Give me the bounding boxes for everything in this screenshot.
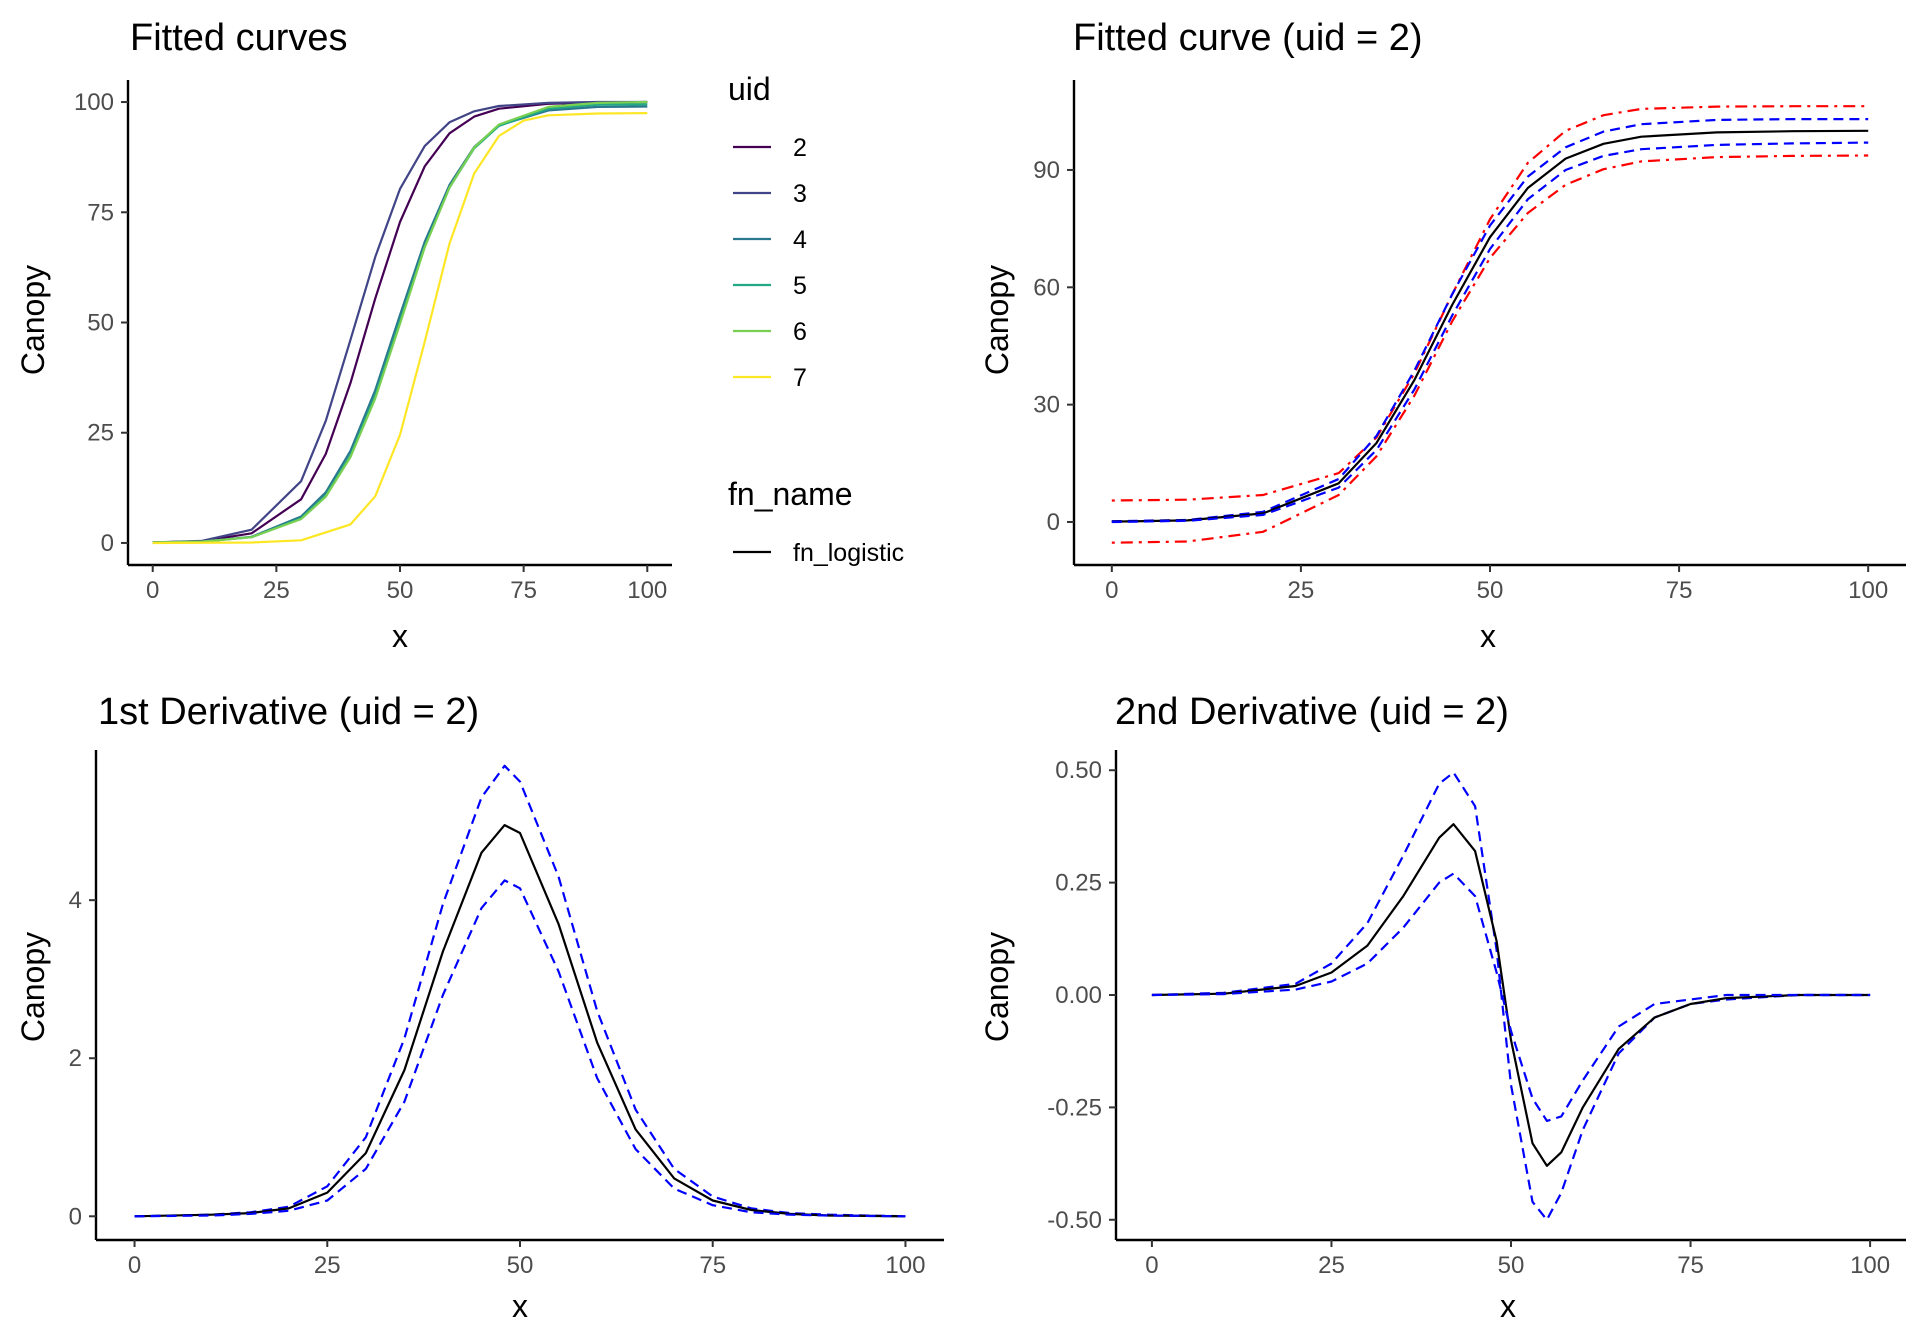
plot-area: 0 25 50 75 100 0 25 50 75 100 [74,80,672,604]
legend-label: 6 [793,318,807,346]
legend-key-uid-2: 2 [733,134,807,162]
series-line [152,100,648,544]
legend-label: 3 [793,180,807,208]
x-tick-label: 75 [1677,1252,1704,1279]
x-axis-label: x [512,1288,528,1324]
panel-second-derivative: 2nd Derivative (uid = 2) x Canopy 0 25 50 7… [979,691,1906,1324]
x-tick-label: 75 [1666,577,1693,604]
legend-key-uid-5: 5 [733,272,807,300]
legend-key-uid-4: 4 [733,226,807,254]
panel-title: 2nd Derivative (uid = 2) [1115,691,1509,733]
x-tick-label: 50 [507,1252,534,1279]
panel-title: Fitted curve (uid = 2) [1073,17,1423,59]
legend-label: 5 [793,272,807,300]
x-tick-label: 25 [314,1252,341,1279]
x-tick-label: 100 [627,577,667,604]
legend-label: fn_logistic [793,539,904,567]
y-tick-label: 100 [74,89,114,116]
x-tick-label: 0 [128,1252,141,1279]
series-line [152,112,648,545]
y-tick-label: 0 [101,530,114,557]
x-tick-label: 0 [146,577,159,604]
y-tick-label: 90 [1033,157,1060,184]
x-tick-label: 25 [1288,577,1315,604]
panel-title: Fitted curves [130,17,348,59]
y-axis-label: Canopy [15,932,51,1042]
legend-title-uid: uid [728,71,771,107]
y-tick-label: 2 [69,1045,82,1072]
y-tick-label: 30 [1033,392,1060,419]
y-axis-label: Canopy [15,265,51,375]
x-tick-label: 75 [510,577,537,604]
y-tick-label: 75 [87,199,114,226]
y-tick-label: 4 [69,887,82,914]
legend-label: 4 [793,226,807,254]
y-tick-label: 0 [1047,509,1060,536]
x-tick-label: 50 [1477,577,1504,604]
y-tick-label: 0.00 [1055,982,1102,1009]
panel-fitted-curves: Fitted curves x Canopy 0 25 50 75 1000255075… [15,17,904,654]
series-line [152,100,648,544]
y-tick-label: 60 [1033,274,1060,301]
legend: uid 2 3 4 5 6 7 [728,71,904,567]
y-axis-label: Canopy [979,265,1015,375]
x-tick-label: 100 [885,1252,925,1279]
x-tick-label: 0 [1105,577,1118,604]
y-axis-label: Canopy [979,932,1015,1042]
x-tick-label: 25 [1318,1252,1345,1279]
legend-key-uid-3: 3 [733,180,807,208]
x-tick-label: 0 [1145,1252,1158,1279]
x-tick-label: 50 [387,577,414,604]
series-line [1151,872,1871,1122]
legend-key-uid-6: 6 [733,318,807,346]
y-tick-label: -0.25 [1047,1094,1102,1121]
legend-label: 7 [793,364,807,392]
legend-title-fn-name: fn_name [728,476,853,512]
plot-area: 0 25 50 75 100 0 30 60 90 [1033,80,1906,604]
x-tick-label: 100 [1848,577,1888,604]
y-tick-label: -0.50 [1047,1207,1102,1234]
series-line [152,100,648,544]
series-line [1111,154,1869,544]
plot-area: 0 25 50 75 100 0 2 4 [69,750,944,1279]
series-line [1111,118,1869,523]
panel-fitted-curve-uid-2: Fitted curve (uid = 2) x Canopy 0 25 50 75 1… [979,17,1906,654]
x-tick-label: 75 [699,1252,726,1279]
x-tick-label: 100 [1850,1252,1890,1279]
legend-key-uid-7: 7 [733,364,807,392]
x-tick-label: 25 [263,577,290,604]
series-line [1111,141,1869,524]
series-line [134,879,906,1218]
y-tick-label: 0.25 [1055,870,1102,897]
x-axis-label: x [392,618,408,654]
series-line [1151,823,1871,1167]
legend-key-fn-logistic: fn_logistic [733,539,904,567]
y-tick-label: 50 [87,310,114,337]
x-tick-label: 50 [1498,1252,1525,1279]
series-line [134,824,906,1218]
x-axis-label: x [1500,1288,1516,1324]
legend-label: 2 [793,134,807,162]
panel-first-derivative: 1st Derivative (uid = 2) x Canopy 0 25 50 7… [15,691,944,1324]
series-line [1111,129,1869,523]
y-tick-label: 25 [87,420,114,447]
plot-area: 0 25 50 75 100 -0.50 -0.25 0.00 0.25 0.50 [1047,750,1906,1279]
series-line [134,764,906,1218]
series-line [1111,105,1869,502]
panel-title: 1st Derivative (uid = 2) [98,691,479,733]
x-axis-label: x [1480,618,1496,654]
y-tick-label: 0.50 [1055,757,1102,784]
y-tick-label: 0 [69,1203,82,1230]
